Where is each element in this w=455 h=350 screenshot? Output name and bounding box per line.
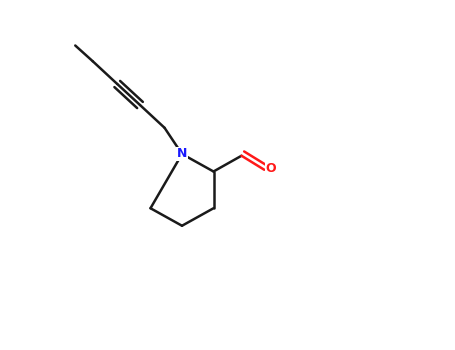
Text: O: O: [265, 161, 276, 175]
Text: N: N: [177, 147, 187, 161]
